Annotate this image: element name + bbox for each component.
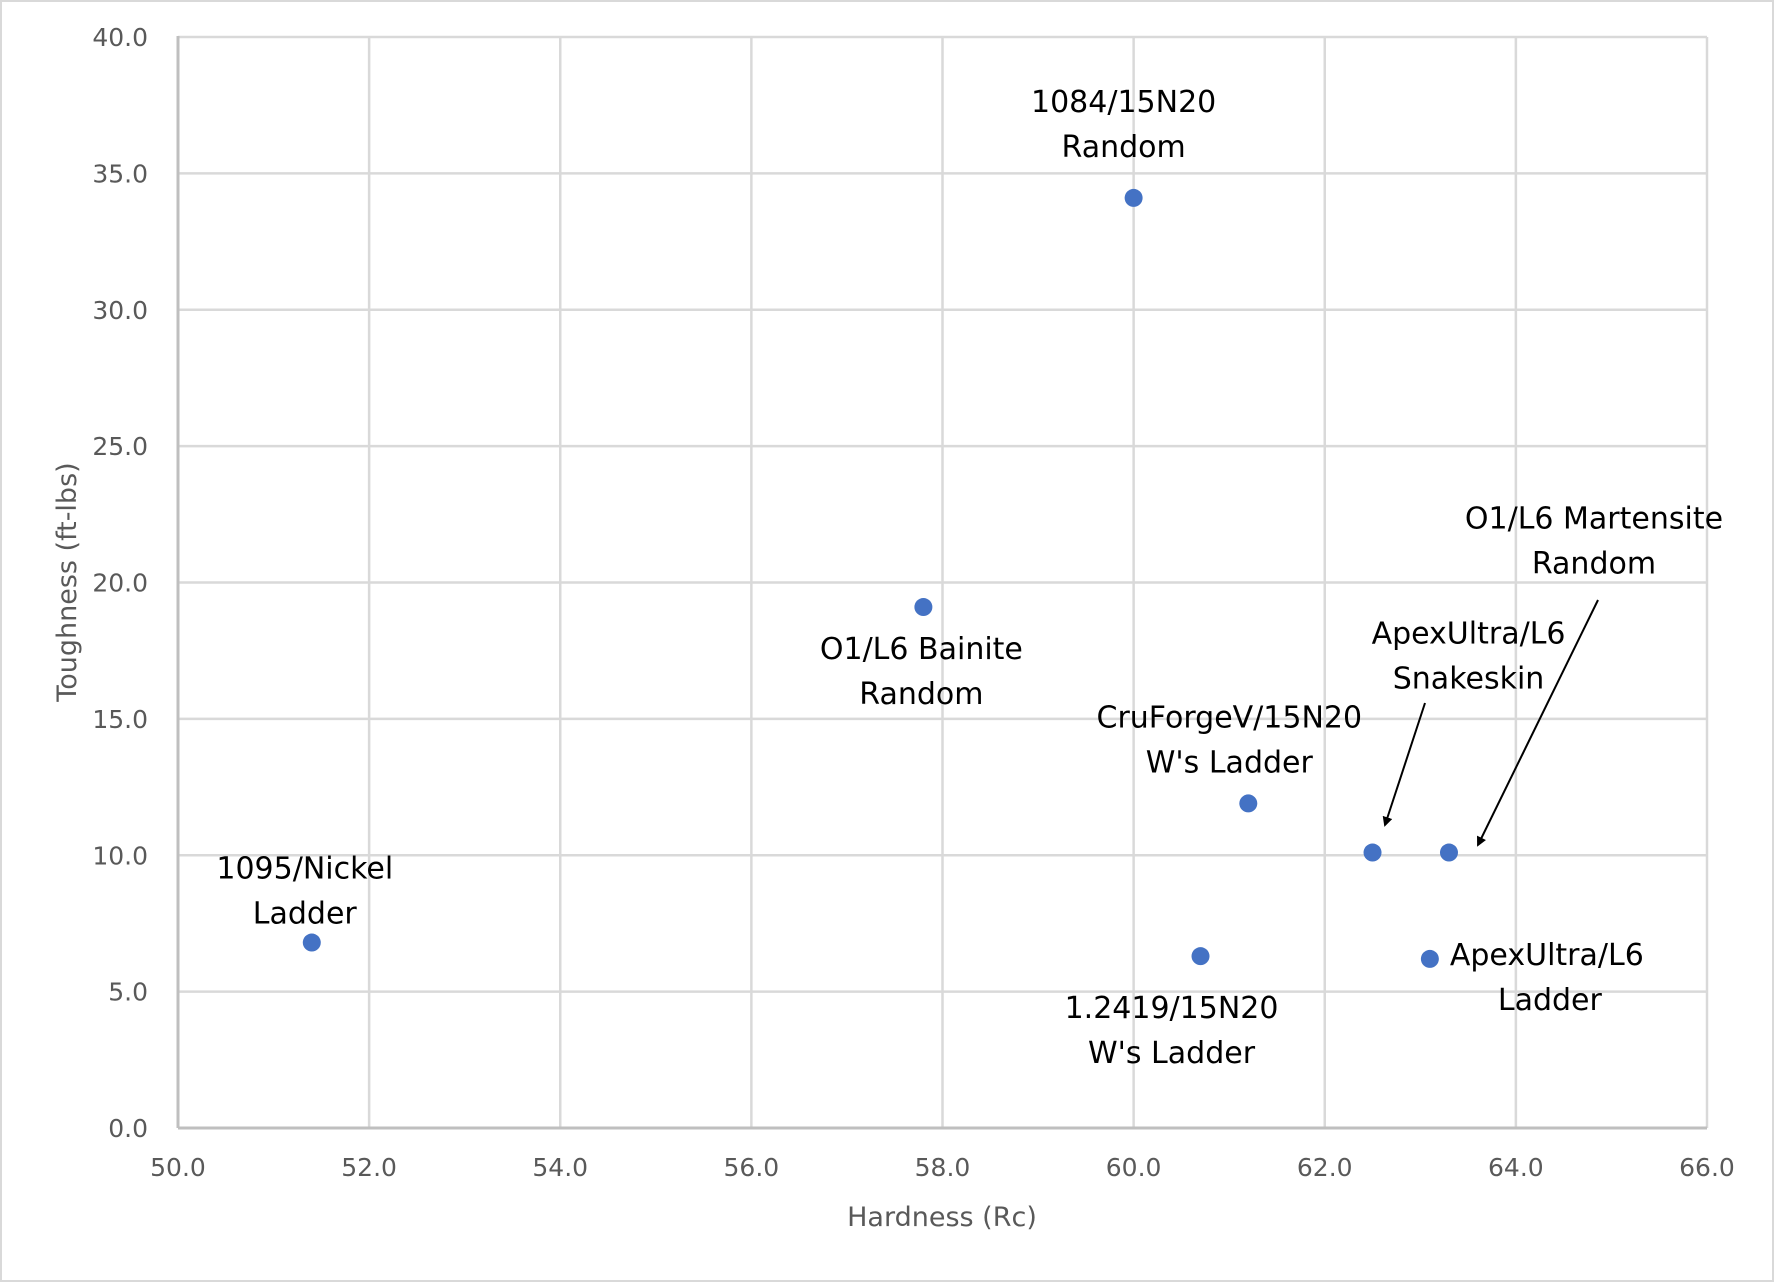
tick-labels: 50.0 52.0 54.0 56.0 58.0 60.0 62.0 64.0 66.0 0.0 5… (92, 23, 1735, 1182)
y-tick-label: 10.0 (92, 841, 148, 870)
data-label-line: W's Ladder (1146, 745, 1314, 780)
arrow-icon (1477, 599, 1599, 847)
y-axis-title: Toughness (ft-lbs) (52, 462, 83, 702)
data-points (302, 188, 1458, 968)
data-label: O1/L6 Martensite Random (1465, 502, 1723, 582)
data-label-line: 1.2419/15N20 (1065, 991, 1279, 1026)
data-label: ApexUltra/L6 Ladder (1450, 938, 1644, 1018)
data-label: 1095/Nickel Ladder (216, 852, 393, 932)
x-axis-title: Hardness (Rc) (847, 1202, 1037, 1233)
data-label-line: Random (859, 677, 983, 712)
data-label: 1084/15N20 Random (1031, 85, 1216, 165)
data-point (302, 933, 321, 952)
x-tick-label: 66.0 (1679, 1153, 1735, 1182)
y-tick-label: 35.0 (92, 159, 148, 188)
data-label-line: Random (1062, 130, 1186, 165)
x-tick-label: 60.0 (1106, 1153, 1162, 1182)
axes (176, 36, 1707, 1130)
data-label-line: 1095/Nickel (216, 852, 393, 887)
y-tick-label: 15.0 (92, 705, 148, 734)
data-label-line: Ladder (253, 897, 358, 932)
data-label-line: Snakeskin (1393, 662, 1545, 697)
data-point (1239, 794, 1258, 813)
data-label: 1.2419/15N20 W's Ladder (1065, 991, 1279, 1071)
data-label-line: W's Ladder (1088, 1036, 1256, 1071)
y-tick-label: 20.0 (92, 569, 148, 598)
data-point (1439, 843, 1458, 862)
x-tick-label: 54.0 (532, 1153, 588, 1182)
data-label-line: O1/L6 Bainite (820, 632, 1023, 667)
data-label: CruForgeV/15N20 W's Ladder (1097, 700, 1363, 780)
data-label-line: ApexUltra/L6 (1450, 938, 1644, 973)
data-label-line: 1084/15N20 (1031, 85, 1216, 120)
data-label-line: Ladder (1498, 983, 1603, 1018)
data-point (914, 598, 933, 617)
data-point (1363, 843, 1382, 862)
data-point (1124, 188, 1143, 207)
x-tick-label: 56.0 (724, 1153, 780, 1182)
data-label: O1/L6 Bainite Random (820, 632, 1023, 712)
data-label-line: CruForgeV/15N20 (1097, 700, 1363, 735)
data-label-line: ApexUltra/L6 (1372, 617, 1566, 652)
data-label-line: Random (1532, 547, 1656, 582)
data-point (1420, 949, 1439, 968)
x-tick-label: 52.0 (341, 1153, 397, 1182)
data-point (1191, 947, 1210, 966)
annotation-arrows (1382, 599, 1599, 847)
y-tick-label: 25.0 (92, 432, 148, 461)
x-tick-label: 62.0 (1297, 1153, 1353, 1182)
data-label-line: O1/L6 Martensite (1465, 502, 1723, 537)
y-tick-label: 40.0 (92, 23, 148, 52)
x-tick-label: 64.0 (1488, 1153, 1544, 1182)
x-tick-label: 50.0 (150, 1153, 206, 1182)
data-label: ApexUltra/L6 Snakeskin (1372, 617, 1566, 697)
y-tick-label: 30.0 (92, 296, 148, 325)
y-tick-label: 0.0 (108, 1114, 148, 1143)
y-tick-label: 5.0 (108, 978, 148, 1007)
arrow-icon (1382, 702, 1426, 827)
x-tick-label: 58.0 (915, 1153, 971, 1182)
